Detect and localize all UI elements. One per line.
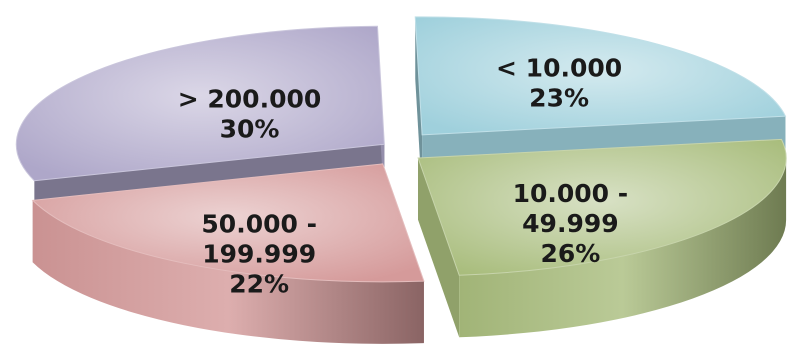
pie-labels: > 200.000 30% < 10.000 23% 10.000 -49.999 26%… xyxy=(178,53,628,298)
slice-category-label: 49.999 xyxy=(522,209,618,238)
slice-label: < 10.000 23% xyxy=(496,53,622,112)
pie-slice-side xyxy=(32,200,424,344)
slice-category-label: 10.000 - xyxy=(513,179,629,208)
slice-label: > 200.000 30% xyxy=(178,84,322,143)
slice-label: 10.000 -49.999 26% xyxy=(513,179,629,268)
slice-percent-label: 26% xyxy=(540,239,600,268)
slice-category-label: < 10.000 xyxy=(496,53,622,82)
slice-category-label: 199.999 xyxy=(202,239,316,268)
pie-slice-top xyxy=(414,16,787,136)
pie-slice xyxy=(417,138,787,338)
pie-slice-wall xyxy=(418,157,460,338)
slice-category-label: 50.000 - xyxy=(201,209,317,238)
pie-slice-side xyxy=(459,157,787,338)
pie-slice-top xyxy=(15,25,385,182)
pie-slice xyxy=(31,163,425,344)
slice-percent-label: 22% xyxy=(229,269,289,298)
slice-percent-label: 30% xyxy=(220,114,280,143)
slice-label: 50.000 -199.999 22% xyxy=(201,209,317,298)
slice-category-label: > 200.000 xyxy=(178,84,322,113)
slice-percent-label: 23% xyxy=(529,83,589,112)
pie-slice-wall xyxy=(415,16,423,197)
pie-slices xyxy=(15,16,787,344)
pie-slice-top xyxy=(31,163,425,283)
pie-slice-top xyxy=(417,138,787,276)
